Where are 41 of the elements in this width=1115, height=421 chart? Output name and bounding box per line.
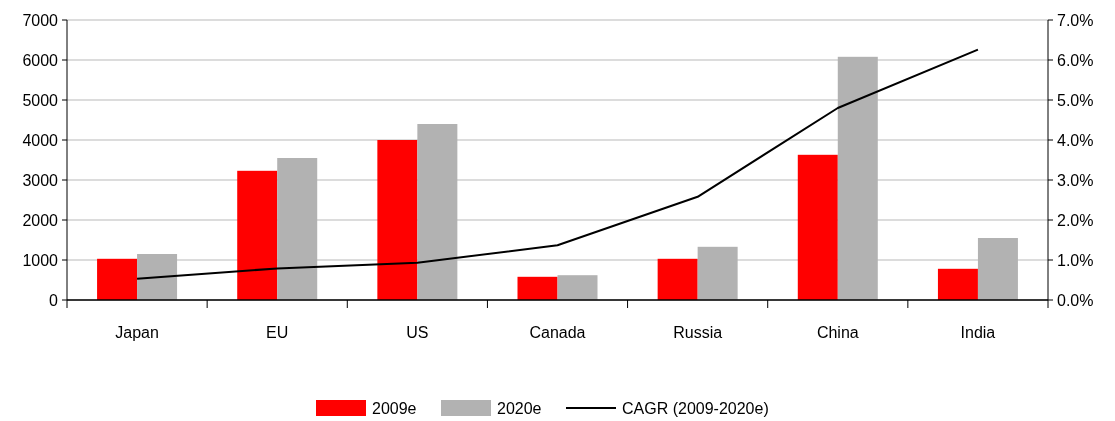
bar	[937, 268, 978, 300]
y2-tick-label: 2.0%	[1057, 211, 1094, 229]
bar	[697, 246, 738, 300]
legend-label: 2009e	[372, 399, 417, 417]
x-tick-label: India	[960, 324, 996, 341]
bar	[377, 140, 418, 300]
y2-tick-label: 0.0%	[1057, 291, 1094, 309]
bar	[557, 275, 598, 300]
y2-tick-label: 4.0%	[1057, 131, 1094, 149]
y-tick-label: 7000	[22, 11, 59, 29]
bar	[97, 258, 138, 300]
line-series	[136, 48, 979, 280]
y-tick-label: 0	[49, 291, 59, 309]
y-tick-label: 6000	[22, 51, 59, 69]
y2-tick-label: 6.0%	[1057, 51, 1094, 69]
y-tick-label: 2000	[22, 211, 59, 229]
y-tick-label: 3000	[22, 171, 59, 189]
y-tick-label: 4000	[22, 131, 59, 149]
bar	[137, 254, 178, 300]
y2-tick-label: 1.0%	[1057, 251, 1094, 269]
y2-tick-label: 7.0%	[1057, 11, 1094, 29]
bar	[277, 158, 318, 300]
bar	[417, 124, 458, 300]
bar	[237, 170, 278, 300]
x-tick-label: China	[816, 324, 859, 341]
y-tick-label: 5000	[22, 91, 59, 109]
y2-tick-label: 3.0%	[1057, 171, 1094, 189]
x-tick-label: US	[406, 324, 429, 341]
x-tick-label: EU	[266, 324, 289, 341]
x-tick-label: Canada	[529, 324, 586, 341]
y2-tick-label: 5.0%	[1057, 91, 1094, 109]
bar	[977, 238, 1018, 300]
y-tick-label: 1000	[22, 251, 59, 269]
bar	[797, 154, 838, 300]
x-tick-label: Russia	[673, 324, 723, 341]
x-tick-label: Japan	[115, 324, 159, 341]
legend-label: 2020e	[497, 399, 542, 417]
bar	[657, 258, 698, 300]
bar	[517, 276, 558, 300]
bar	[837, 56, 878, 300]
legend-label: CAGR (2009-2020e)	[622, 399, 769, 417]
